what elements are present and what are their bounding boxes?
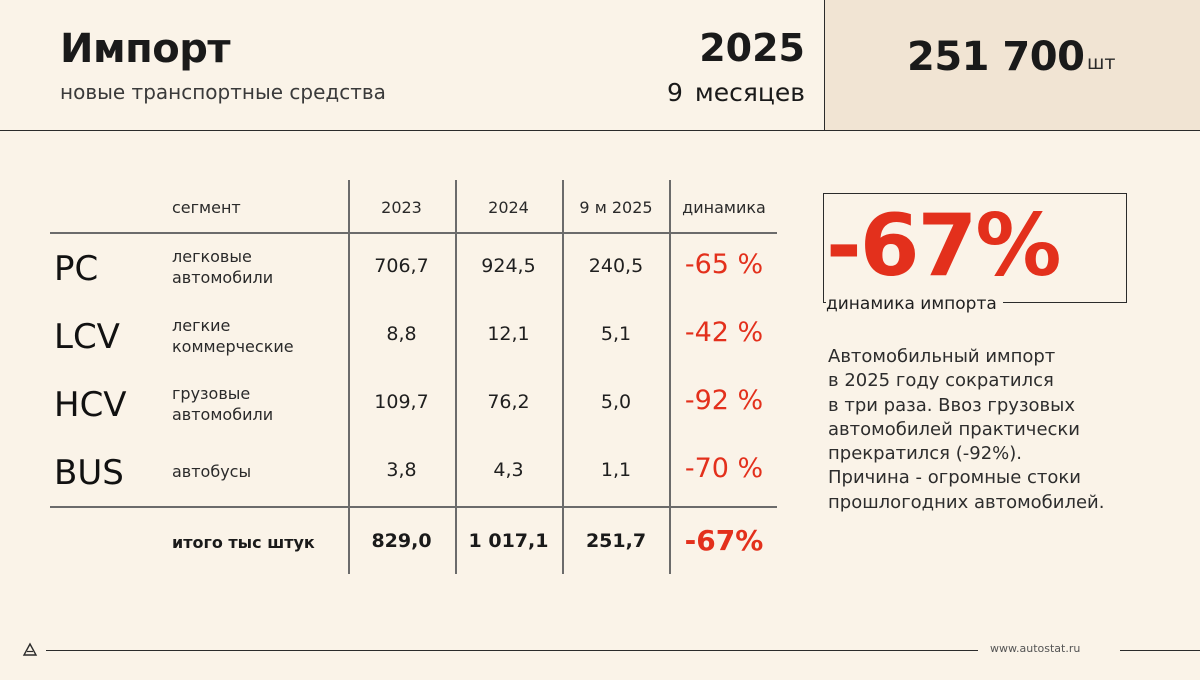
total-2023: 829,0 <box>371 530 432 552</box>
value-9m-2025: 5,1 <box>600 323 632 345</box>
footer-url: www.autostat.ru <box>990 642 1081 655</box>
segment-name: легкие коммерческие <box>172 315 294 357</box>
segment-name-line: грузовые <box>172 384 251 403</box>
summary-line: Автомобильный импорт <box>828 346 1056 367</box>
dynamics-value: -92 % <box>684 385 764 416</box>
dynamics-value: -70 % <box>684 453 764 484</box>
segment-name-line: легковые <box>172 247 252 266</box>
value-2024: 924,5 <box>481 255 536 277</box>
total-9m-2025: 251,7 <box>585 530 647 552</box>
value-9m-2025: 240,5 <box>588 255 644 277</box>
total-import-box: 251 700 шт <box>824 0 1200 130</box>
segment-code: HCV <box>54 385 127 425</box>
highlight-percent: -67% <box>826 196 1062 296</box>
value-2023: 3,8 <box>386 459 417 481</box>
table-divider <box>455 180 457 574</box>
summary-line: в три раза. Ввоз грузовых <box>828 394 1076 416</box>
total-import-value: 251 700 <box>907 34 1085 80</box>
total-2024: 1 017,1 <box>468 530 549 552</box>
segment-name: автобусы <box>172 461 251 482</box>
value-2024: 12,1 <box>487 323 530 345</box>
header-dynamics: динамика <box>682 198 766 217</box>
dynamics-value: -65 % <box>684 249 764 280</box>
value-2024: 4,3 <box>493 459 524 481</box>
value-2024: 76,2 <box>487 391 530 413</box>
segment-name-line: автобусы <box>172 462 252 481</box>
table-row: BUS автобусы 3,8 4,3 1,1 -70 % <box>0 441 790 501</box>
summary-text: Автомобильный импорт в 2025 году сократи… <box>828 345 1158 515</box>
segment-name-line: коммерческие <box>172 337 294 356</box>
table-total-line <box>50 506 777 508</box>
segment-name: грузовые автомобили <box>172 383 273 425</box>
segment-name-line: легкие <box>172 316 231 335</box>
total-row-label: итого тыс штук <box>172 533 315 552</box>
segment-name-line: автомобили <box>172 268 274 287</box>
value-9m-2025: 1,1 <box>600 459 632 481</box>
segment-name: легковые автомобили <box>172 246 273 288</box>
header-2024: 2024 <box>488 198 529 217</box>
segment-code: BUS <box>54 453 124 493</box>
summary-line: в 2025 году сократился <box>828 370 1054 392</box>
value-9m-2025: 5,0 <box>600 391 632 413</box>
total-import-unit: шт <box>1087 52 1116 74</box>
summary-line: прошлогодних автомобилей. <box>828 491 1105 513</box>
table-divider <box>348 180 350 574</box>
table-row: HCV грузовые автомобили 109,7 76,2 5,0 -… <box>0 373 790 433</box>
segment-code: LCV <box>54 317 120 357</box>
table-header-line <box>50 232 777 234</box>
report-period: 9 месяцев <box>666 78 805 107</box>
page-title: Импорт <box>60 26 231 72</box>
footer-divider <box>1120 650 1200 652</box>
header-9m-2025: 9 м 2025 <box>579 198 653 217</box>
summary-line: прекратился (-92%). <box>828 443 1023 465</box>
highlight-caption: динамика импорта <box>826 294 1003 314</box>
summary-line: Причина - огромные стоки <box>828 467 1081 489</box>
value-2023: 109,7 <box>374 391 429 413</box>
table-divider <box>669 180 671 574</box>
page-subtitle: новые транспортные средства <box>60 80 386 104</box>
table-row: LCV легкие коммерческие 8,8 12,1 5,1 -42… <box>0 305 790 365</box>
segment-code: PC <box>54 249 99 289</box>
dynamics-value: -42 % <box>684 317 764 348</box>
value-2023: 706,7 <box>374 255 429 277</box>
segment-name-line: автомобили <box>172 405 274 424</box>
value-2023: 8,8 <box>386 323 417 345</box>
total-dynamics: -67% <box>684 524 764 557</box>
table-row: PC легковые автомобили 706,7 924,5 240,5… <box>0 237 790 297</box>
report-year: 2025 <box>699 26 805 70</box>
header-segment: сегмент <box>172 198 241 217</box>
autostat-logo-icon <box>22 642 38 656</box>
summary-line: автомобилей практически <box>828 418 1080 440</box>
footer-divider <box>46 650 978 652</box>
header: Импорт новые транспортные средства 2025 … <box>0 0 1200 131</box>
table-divider <box>562 180 564 574</box>
header-2023: 2023 <box>381 198 422 217</box>
